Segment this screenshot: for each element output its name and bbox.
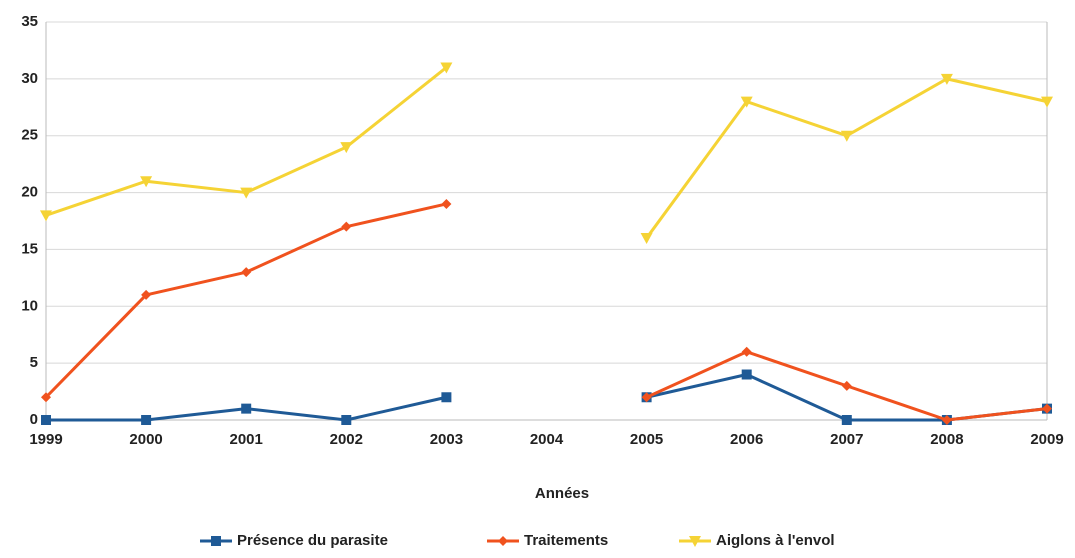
data-point <box>440 62 453 74</box>
x-tick-label: 2007 <box>830 431 863 448</box>
data-point <box>41 392 51 403</box>
x-tick-label: 1999 <box>29 431 62 448</box>
legend-label: Traitements <box>524 532 608 549</box>
x-tick-label: 2008 <box>930 431 963 448</box>
x-tick-label: 2006 <box>730 431 763 448</box>
x-tick-label: 2001 <box>230 431 263 448</box>
x-tick-label: 2000 <box>129 431 162 448</box>
data-point <box>640 233 653 245</box>
data-point <box>140 176 153 188</box>
data-point <box>841 415 852 425</box>
y-tick-label: 15 <box>21 240 38 257</box>
series-line <box>45 66 1048 239</box>
data-point <box>1041 96 1053 108</box>
data-point <box>141 415 152 425</box>
legend-marker <box>211 536 221 546</box>
data-point <box>240 187 253 199</box>
legend-label: Présence du parasite <box>237 532 388 549</box>
data-point <box>340 142 353 154</box>
data-point <box>341 221 352 232</box>
data-point <box>641 392 652 403</box>
x-axis-label: Années <box>535 485 589 502</box>
series-line <box>44 202 1048 422</box>
data-point <box>441 198 452 209</box>
data-point <box>841 380 852 391</box>
data-point <box>241 403 252 414</box>
data-point <box>241 267 252 278</box>
data-point <box>41 415 51 425</box>
x-tick-label: 2009 <box>1030 431 1063 448</box>
x-tick-label: 2002 <box>330 431 363 448</box>
data-point <box>741 346 752 357</box>
y-tick-label: 10 <box>21 297 38 314</box>
data-point <box>1042 403 1052 414</box>
data-point <box>441 392 452 403</box>
y-tick-label: 30 <box>21 70 38 87</box>
x-tick-label: 2005 <box>630 431 663 448</box>
data-point <box>141 289 152 300</box>
y-tick-label: 20 <box>21 184 38 201</box>
data-point <box>940 73 953 85</box>
y-tick-label: 25 <box>21 127 38 144</box>
y-tick-label: 5 <box>30 354 38 371</box>
data-point <box>840 130 853 142</box>
data-point <box>341 415 352 425</box>
x-tick-label: 2003 <box>430 431 463 448</box>
x-tick-label: 2004 <box>530 431 564 448</box>
data-point <box>740 96 753 108</box>
data-point <box>741 369 752 380</box>
y-tick-label: 35 <box>21 13 38 30</box>
data-point <box>941 415 952 425</box>
legend-marker <box>689 536 701 547</box>
data-point <box>40 210 52 222</box>
legend-marker <box>498 536 508 546</box>
y-tick-label: 0 <box>30 411 38 428</box>
series-line <box>46 373 1048 422</box>
legend-label: Aiglons à l'envol <box>716 532 835 549</box>
